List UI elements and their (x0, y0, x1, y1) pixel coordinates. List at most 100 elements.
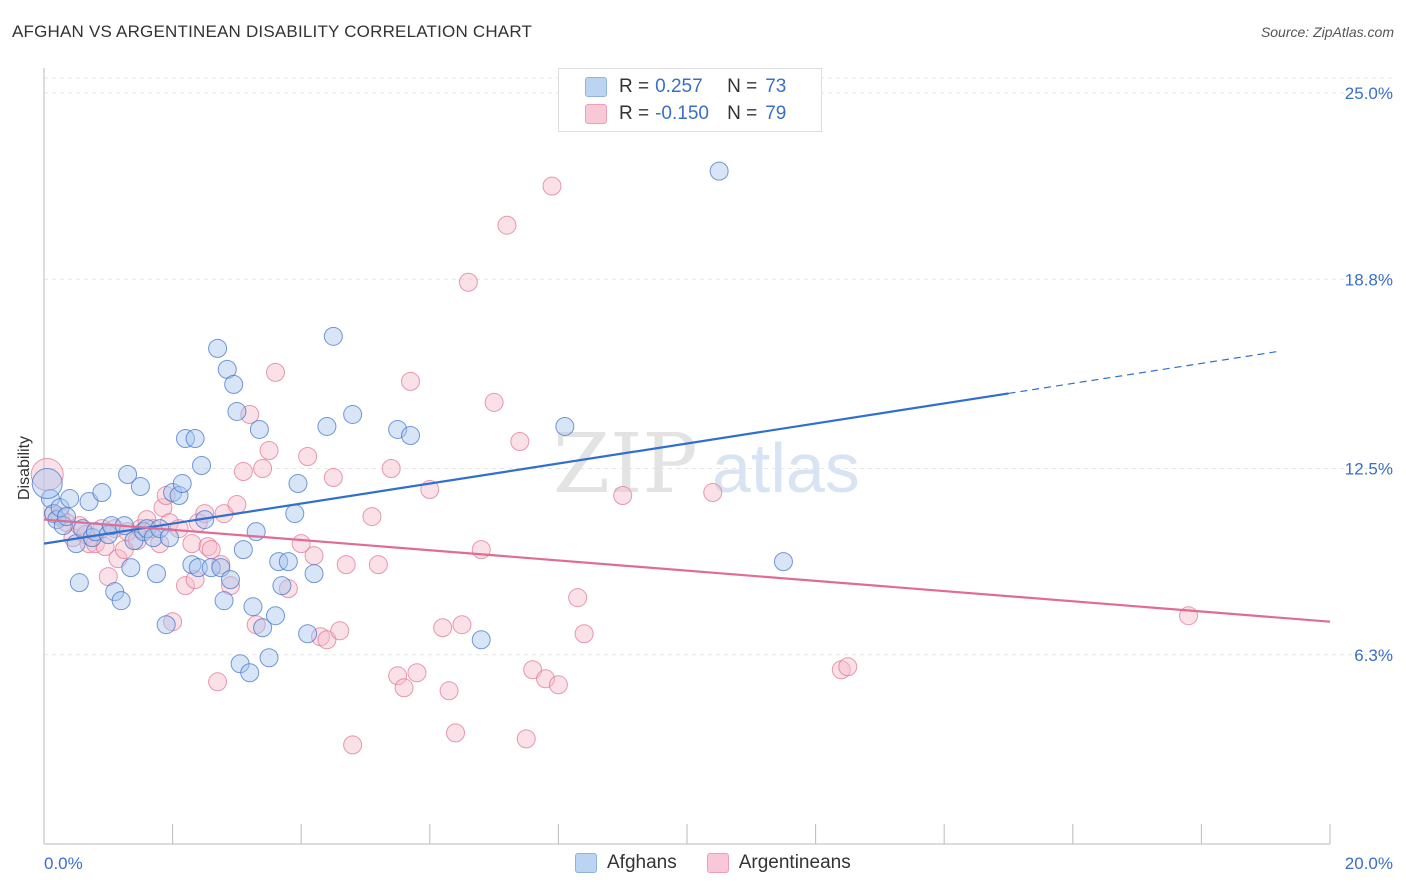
afghans-point (249, 419, 269, 439)
watermark-zip: ZIP (553, 417, 698, 512)
afghans-point (298, 624, 318, 644)
x-tick-label-end: 20.0% (1345, 854, 1393, 873)
argentineans-point (548, 675, 568, 695)
axes (43, 68, 1331, 845)
afghans-point (175, 428, 195, 448)
legend-swatch-blue (575, 853, 597, 873)
afghans-point (69, 573, 89, 593)
afghans-point (92, 483, 112, 503)
argentineans-point (304, 546, 324, 566)
afghans-point (130, 477, 150, 497)
watermark-atlas: atlas (712, 429, 860, 507)
afghans-point (147, 564, 167, 584)
argentineans-point (703, 483, 723, 503)
argentineans-point (497, 215, 517, 235)
legend-swatch-blue (585, 77, 607, 97)
argentineans-point (542, 176, 562, 196)
afghans-point (272, 576, 292, 596)
argentineans-point (510, 431, 530, 451)
afghans-point (233, 540, 253, 560)
argentineans-point (240, 404, 260, 424)
afghans-point (118, 465, 138, 485)
argentineans-point (394, 678, 414, 698)
afghans-point (185, 428, 205, 448)
afghans-point (323, 326, 343, 346)
afghans-point (388, 419, 408, 439)
afghans-point (709, 161, 729, 181)
argentineans-point (208, 672, 228, 692)
y-tick-label: 18.8% (1345, 270, 1393, 289)
legend-swatch-pink (706, 853, 729, 873)
argentineans-point (330, 621, 350, 641)
argentineans-point (381, 459, 401, 479)
legend-r-label: R = (619, 76, 650, 97)
argentineans-point (388, 666, 408, 686)
afghans-point (60, 489, 80, 509)
legend-n-label: N = (727, 103, 758, 124)
afghans-point (243, 597, 263, 617)
afghans-trend-extension (1008, 350, 1279, 395)
afghans-point (227, 401, 247, 421)
afghans-point (224, 374, 244, 394)
argentineans-point (446, 723, 466, 743)
argentineans-point (401, 371, 421, 391)
argentineans-point (613, 486, 633, 506)
afghans-trend-line (43, 392, 1009, 545)
argentineans-point (182, 534, 202, 554)
argentineans-point (175, 576, 195, 596)
afghans-point (278, 552, 298, 572)
afghans-point (156, 615, 176, 635)
afghans-point (220, 570, 240, 590)
legend-item-afghans: Afghans (575, 852, 677, 874)
legend-label-afghans: Afghans (607, 852, 677, 873)
legend-item-argentineans: Argentineans (706, 852, 851, 874)
argentineans-point (323, 468, 343, 488)
argentineans-point (536, 669, 556, 689)
source-note: Source: ZipAtlas.com (1260, 24, 1394, 40)
y-tick-label: 12.5% (1345, 460, 1393, 479)
legend-row-argentineans: R = -0.150 N = 79 (585, 102, 786, 126)
afghans-point (169, 486, 189, 506)
argentineans-trend-line (43, 518, 1331, 623)
afghans-point (121, 558, 141, 578)
afghans-point (208, 338, 228, 358)
argentineans-point (471, 540, 491, 560)
legend-r-value: -0.150 (655, 103, 709, 124)
argentineans-point (407, 663, 427, 683)
afghans-point (31, 468, 63, 500)
argentineans-point (433, 618, 453, 638)
afghans-point (343, 404, 363, 424)
argentineans-point (265, 362, 285, 382)
legend-n-value: 73 (765, 76, 787, 97)
series-legend: Afghans Argentineans (575, 852, 881, 874)
stats-legend: R = 0.257 N = 73 R = -0.150 N = 79 (558, 68, 822, 132)
argentineans-point (185, 570, 205, 590)
argentineans-point (568, 588, 588, 608)
argentineans-point (838, 657, 858, 677)
afghans-point (111, 591, 131, 611)
y-tick-label: 25.0% (1345, 84, 1393, 103)
legend-row-afghans: R = 0.257 N = 73 (585, 75, 786, 99)
argentineans-point (198, 537, 218, 557)
argentineans-point (227, 495, 247, 515)
argentineans-point (458, 272, 478, 292)
afghans-point (192, 456, 212, 476)
argentineans-point (253, 459, 273, 479)
legend-r-label: R = (619, 103, 650, 124)
afghans-point (214, 591, 234, 611)
argentineans-point (259, 440, 279, 460)
argentineans-point (233, 462, 253, 482)
afghans-point (401, 425, 421, 445)
afghans-point (201, 558, 221, 578)
argentineans-point (439, 681, 459, 701)
watermark: ZIP atlas (553, 417, 860, 512)
afghans-points (31, 161, 793, 683)
afghans-point (285, 504, 305, 524)
legend-n-value: 79 (765, 103, 787, 124)
afghans-point (555, 416, 575, 436)
afghans-point (471, 630, 491, 650)
legend-n-label: N = (727, 76, 758, 97)
afghans-point (159, 528, 179, 548)
legend-swatch-pink (585, 104, 607, 124)
